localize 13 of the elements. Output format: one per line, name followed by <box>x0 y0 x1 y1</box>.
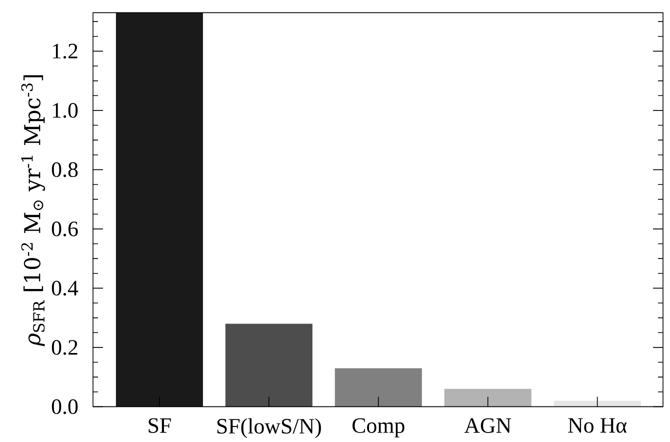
y-tick-label: 0.6 <box>52 222 78 236</box>
y-tick-label: 1.2 <box>53 44 78 59</box>
y-tick-label: 0.2 <box>52 340 78 355</box>
x-tick-label: SF <box>148 418 171 433</box>
x-tick-label: AGN <box>464 418 512 433</box>
y-tick-label: 0.4 <box>52 280 78 296</box>
y-tick-label: 0.0 <box>52 399 78 414</box>
x-tick-label: No Hα <box>568 418 627 433</box>
text: ρ$_{SFR}$ [10$^{-2}$ M$_{⊙}$ yr$^{-1}$ Mpc$^{-3}$] <box>21 75 46 346</box>
y-tick-label: 0.8 <box>52 162 78 178</box>
y-tick-label: 1.0 <box>53 103 78 118</box>
x-tick-label: Comp <box>352 418 404 438</box>
x-tick-label: SF(lowS/N) <box>217 418 321 438</box>
